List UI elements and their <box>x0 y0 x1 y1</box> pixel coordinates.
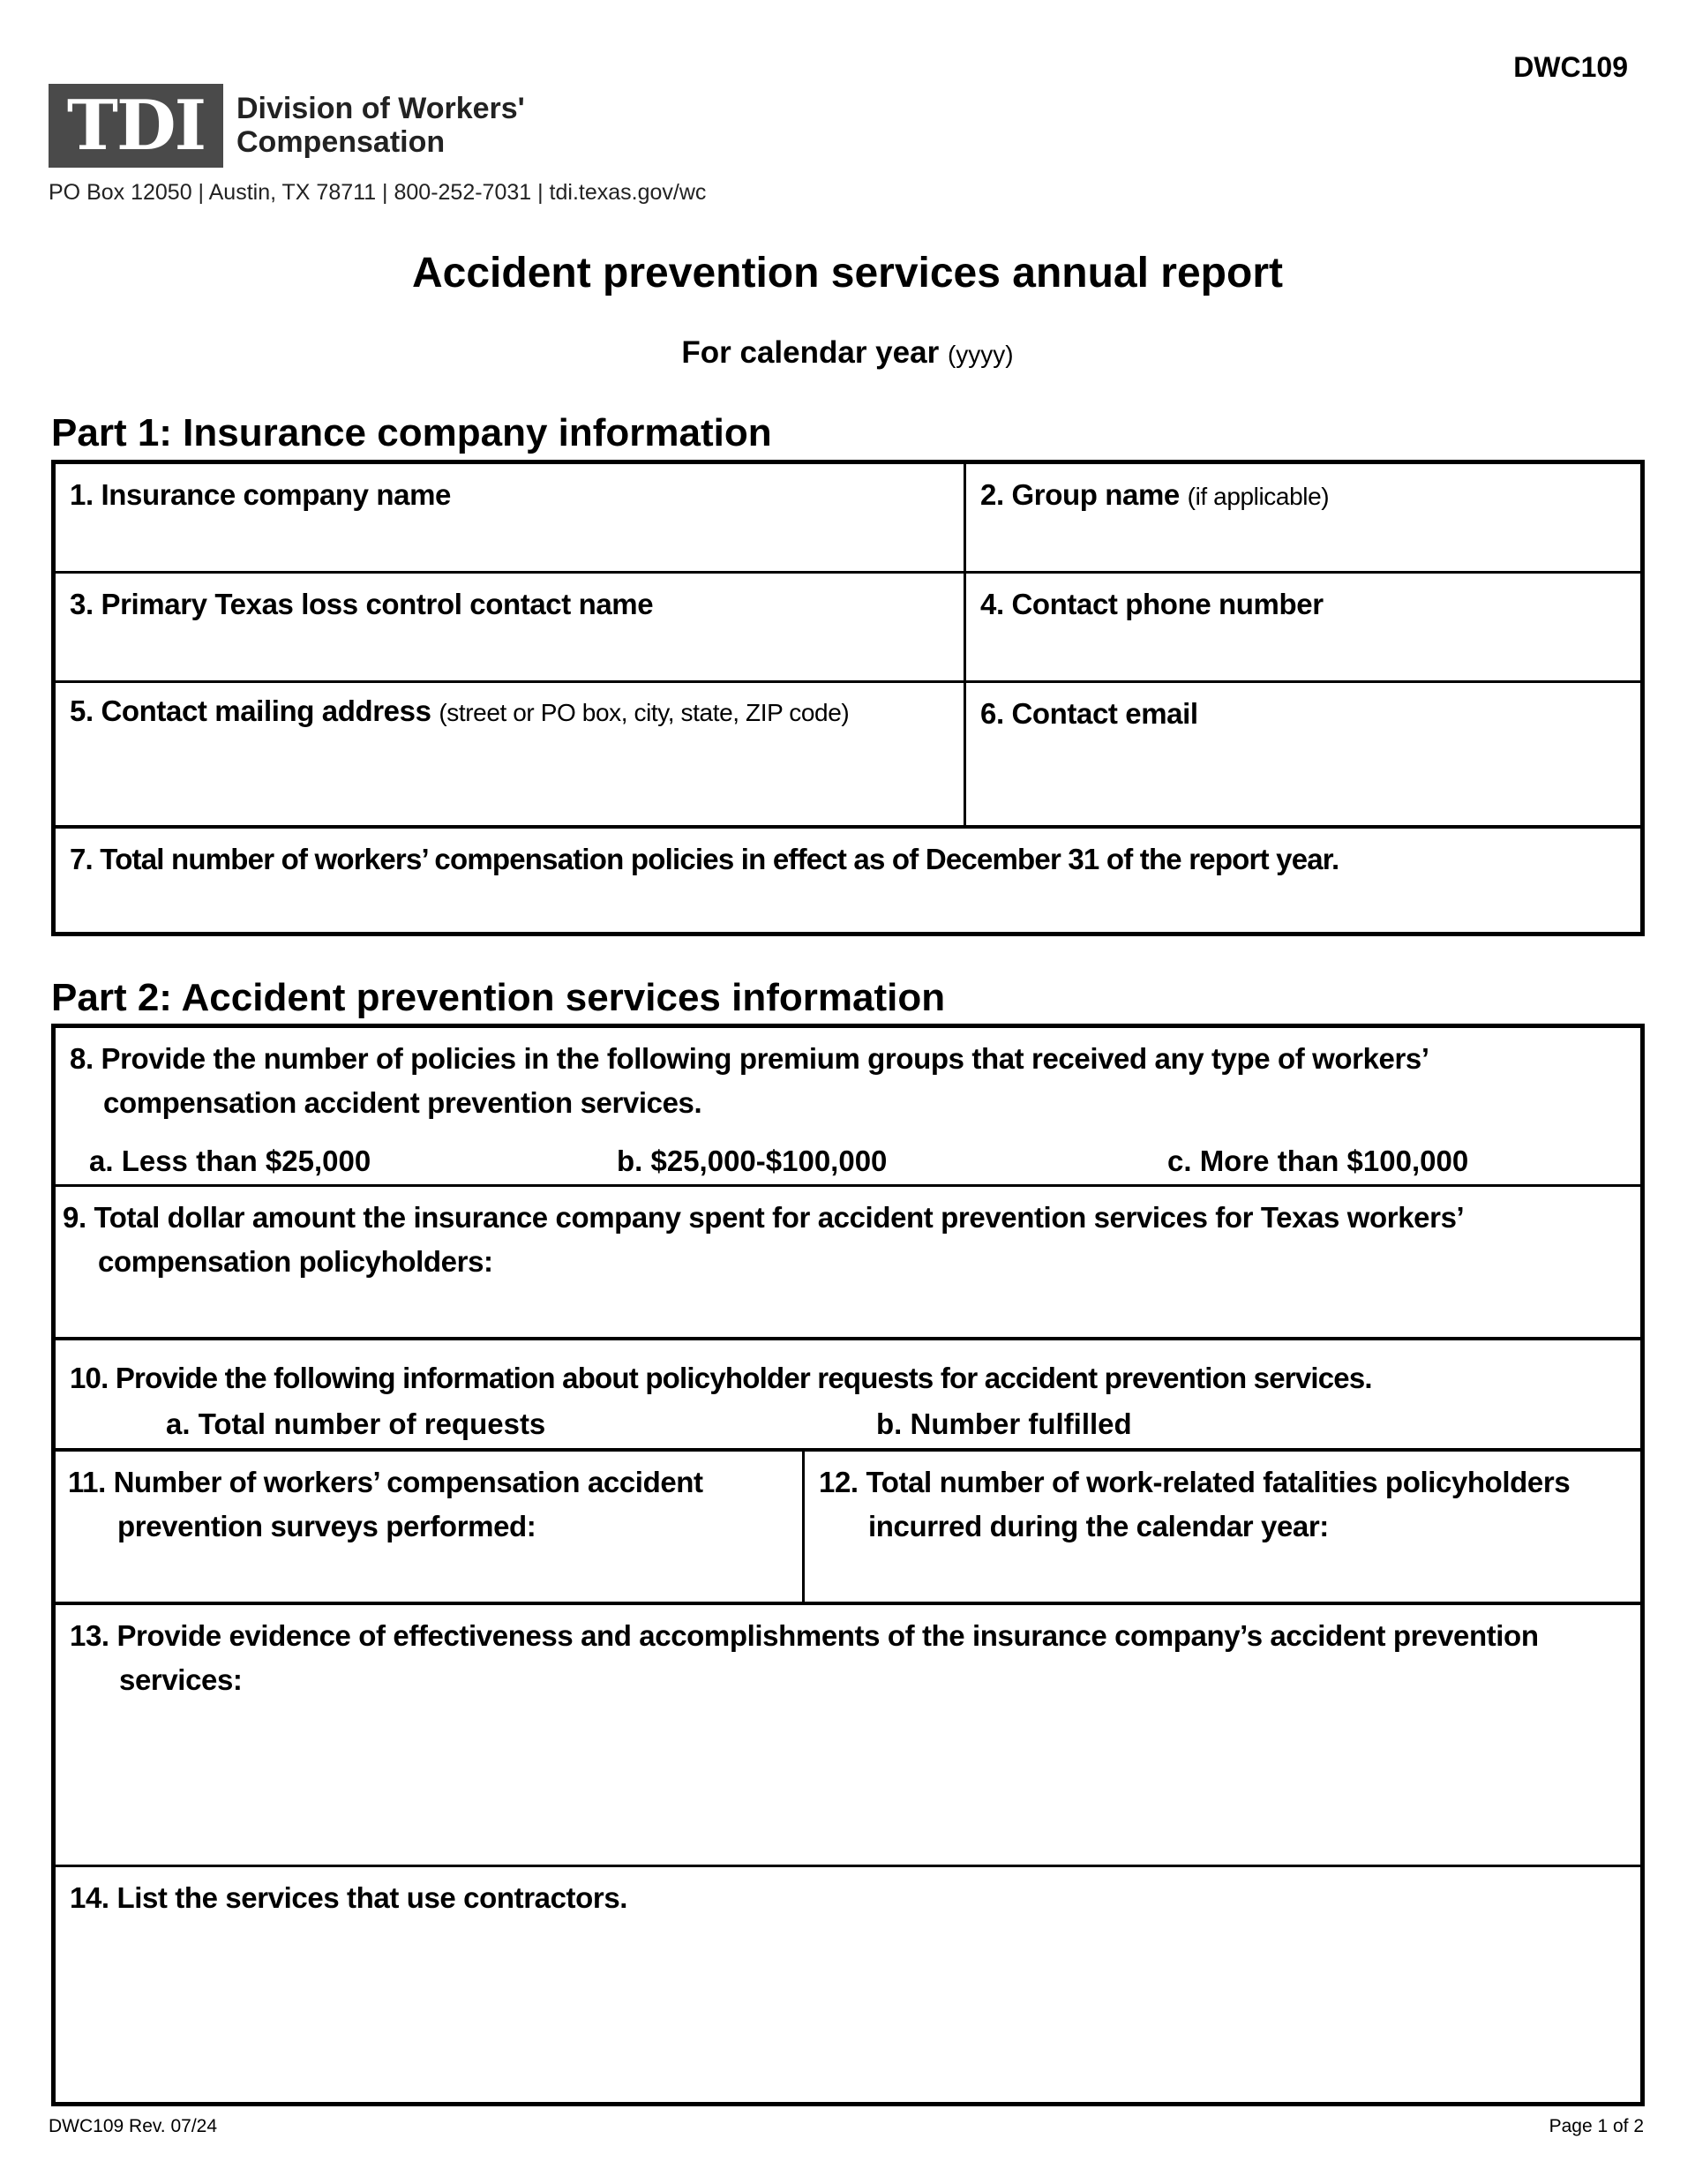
year-hint: (yyyy) <box>947 341 1014 368</box>
field-label: 4. Contact phone number <box>980 588 1324 620</box>
q11-label: 11. Number of workers’ compensation acci… <box>68 1466 703 1542</box>
q12-fatalities[interactable]: 12. Total number of work-related fatalit… <box>805 1452 1640 1605</box>
field-contact-name[interactable]: 3. Primary Texas loss control contact na… <box>56 574 966 683</box>
q13-label: 13. Provide evidence of effectiveness an… <box>70 1619 1539 1696</box>
field-contact-phone[interactable]: 4. Contact phone number <box>966 574 1640 683</box>
calendar-year-field[interactable]: For calendar year (yyyy) <box>0 335 1695 371</box>
footer-revision: DWC109 Rev. 07/24 <box>49 2116 218 2136</box>
field-contact-email[interactable]: 6. Contact email <box>966 683 1640 829</box>
field-hint: (if applicable) <box>1187 483 1330 510</box>
q8a-field[interactable]: a. Less than $25,000 <box>89 1145 371 1177</box>
field-label: 5. Contact mailing address <box>70 694 431 727</box>
field-label: 3. Primary Texas loss control contact na… <box>70 588 654 620</box>
contact-address: PO Box 12050 | Austin, TX 78711 | 800-25… <box>49 180 707 205</box>
tdi-logo: TDI <box>49 84 223 168</box>
org-line-1: Division of Workers' <box>236 92 525 125</box>
q14-label: 14. List the services that use contracto… <box>70 1881 628 1914</box>
part1-heading: Part 1: Insurance company information <box>51 411 772 454</box>
field-label: 2. Group name <box>980 478 1180 511</box>
field-label: 6. Contact email <box>980 697 1198 730</box>
footer-page-number: Page 1 of 2 <box>1549 2116 1644 2136</box>
q9-label: 9. Total dollar amount the insurance com… <box>63 1201 1463 1278</box>
field-label: 1. Insurance company name <box>70 478 452 511</box>
q8-label: 8. Provide the number of policies in the… <box>70 1042 1428 1119</box>
q10a-field[interactable]: a. Total number of requests <box>166 1407 546 1440</box>
part2-heading: Part 2: Accident prevention services inf… <box>51 976 946 1019</box>
part1-table: 1. Insurance company name 2. Group name … <box>51 460 1645 936</box>
organization-name: Division of Workers' Compensation <box>236 92 525 159</box>
q10b-field[interactable]: b. Number fulfilled <box>876 1407 1132 1440</box>
q8-premium-groups: 8. Provide the number of policies in the… <box>56 1028 1640 1187</box>
q9-total-dollar-amount[interactable]: 9. Total dollar amount the insurance com… <box>56 1187 1640 1340</box>
q11-surveys-performed[interactable]: 11. Number of workers’ compensation acci… <box>56 1452 805 1605</box>
q8c-field[interactable]: c. More than $100,000 <box>1167 1145 1469 1177</box>
field-total-policies[interactable]: 7. Total number of workers’ compensation… <box>56 829 1640 932</box>
q10-label: 10. Provide the following information ab… <box>70 1362 1373 1394</box>
q12-label: 12. Total number of work-related fatalit… <box>819 1466 1571 1542</box>
q8b-field[interactable]: b. $25,000-$100,000 <box>617 1145 888 1177</box>
q14-contractor-services[interactable]: 14. List the services that use contracto… <box>56 1867 1640 2102</box>
field-insurance-company-name[interactable]: 1. Insurance company name <box>56 464 966 574</box>
year-label: For calendar year <box>681 335 940 370</box>
page-title: Accident prevention services annual repo… <box>412 250 1283 296</box>
q13-effectiveness[interactable]: 13. Provide evidence of effectiveness an… <box>56 1605 1640 1867</box>
org-line-2: Compensation <box>236 125 446 159</box>
field-group-name[interactable]: 2. Group name (if applicable) <box>966 464 1640 574</box>
form-id: DWC109 <box>1513 51 1628 83</box>
field-label: 7. Total number of workers’ compensation… <box>70 843 1339 875</box>
field-hint: (street or PO box, city, state, ZIP code… <box>439 699 850 726</box>
part2-table: 8. Provide the number of policies in the… <box>51 1024 1645 2106</box>
field-mailing-address[interactable]: 5. Contact mailing address (street or PO… <box>56 683 966 829</box>
q10-requests: 10. Provide the following information ab… <box>56 1340 1640 1452</box>
